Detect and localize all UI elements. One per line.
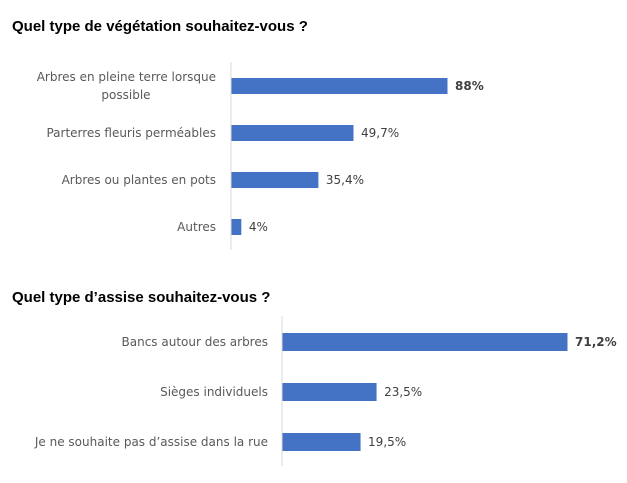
data-label: 88% [455,79,484,93]
data-label: 71,2% [575,335,617,349]
category-label: Arbres en pleine terre lorsque [37,70,216,84]
data-label: 23,5% [384,385,422,399]
bar [231,125,354,141]
category-label: Je ne souhaite pas d’assise dans la rue [34,435,268,449]
category-label: Autres [177,220,216,234]
bar [282,383,377,401]
data-label: 35,4% [326,173,364,187]
chart-title-vegetation: Quel type de végétation souhaitez-vous ? [12,18,308,35]
bar [282,333,568,351]
data-label: 4% [249,220,268,234]
bar [231,172,319,188]
category-label: Sièges individuels [160,385,268,399]
bar [231,78,448,94]
category-label: Parterres fleuris perméables [46,126,216,140]
bar [231,219,242,235]
category-label: Bancs autour des arbres [122,335,269,349]
bar [282,433,361,451]
chart-title-assise: Quel type d’assise souhaitez-vous ? [12,289,270,306]
chart-assise: Bancs autour des arbres 71,2% Sièges indiv… [34,316,617,466]
chart-vegetation: Arbres en pleine terre lorsque possible 88… [37,62,484,250]
data-label: 49,7% [361,126,399,140]
category-label: possible [101,88,150,102]
data-label: 19,5% [368,435,406,449]
category-label: Arbres ou plantes en pots [62,173,216,187]
